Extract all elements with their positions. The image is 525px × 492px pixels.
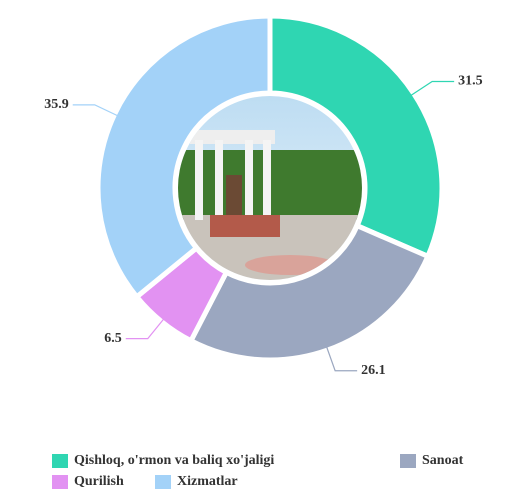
leader-line [72, 104, 119, 117]
legend-label: Sanoat [422, 453, 464, 468]
data-label: 6.5 [104, 331, 122, 346]
slice [95, 13, 273, 301]
data-label: 26.1 [361, 363, 386, 378]
leader-line [325, 346, 358, 372]
legend-swatch [52, 454, 68, 468]
leader-line [410, 80, 455, 97]
legend-label: Xizmatlar [177, 474, 238, 489]
slice [267, 13, 445, 260]
slices: 31.5 26.1 6.5 35.9 [44, 13, 483, 378]
leader-line [125, 318, 165, 340]
legend-swatch [400, 454, 416, 468]
data-label: 31.5 [458, 74, 483, 89]
legend-swatch [155, 475, 171, 489]
legend-swatch [52, 475, 68, 489]
data-label: 35.9 [44, 97, 69, 112]
slice [187, 222, 432, 363]
legend-label: Qishloq, o'rmon va baliq xo'jaligi [74, 453, 274, 468]
legend: Qishloq, o'rmon va baliq xo'jaligi Sanoat… [52, 453, 464, 489]
legend-label: Qurilish [74, 474, 124, 489]
